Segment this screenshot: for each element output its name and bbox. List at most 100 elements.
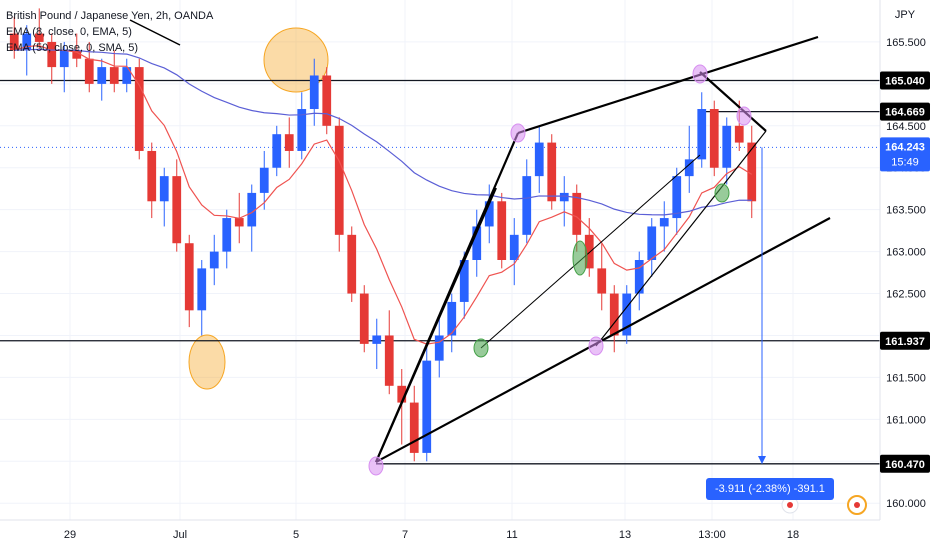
price-tick-label: 160.000	[886, 498, 926, 510]
countdown-label: 15:49	[891, 156, 919, 168]
candle-body	[209, 251, 219, 269]
price-tick-label: 164.500	[886, 121, 926, 133]
candle-body	[97, 67, 107, 84]
measure-arrowhead	[758, 456, 766, 464]
candle-body	[272, 134, 282, 168]
green-pivot-marker	[714, 183, 730, 203]
candle-body	[47, 41, 57, 68]
candle-body	[59, 50, 69, 68]
candle-body	[359, 293, 369, 344]
pivot-markers	[368, 64, 752, 476]
price-label-165040: 165.040	[885, 76, 925, 88]
event-icon-dot	[787, 502, 793, 508]
candle-body	[334, 125, 344, 235]
trendline	[595, 130, 767, 347]
trendline	[129, 19, 181, 46]
trendline	[517, 35, 819, 135]
price-tick-label: 161.000	[886, 414, 926, 426]
candle-body	[259, 167, 269, 193]
green-pivot-marker	[473, 338, 489, 358]
time-tick-label: 13	[619, 529, 631, 541]
candle-body	[222, 218, 232, 252]
candle-body	[647, 226, 657, 260]
candle-body	[309, 75, 319, 110]
ema-lines	[14, 44, 753, 345]
candle-series	[9, 8, 757, 462]
candle-body	[172, 176, 182, 244]
candle-body	[534, 142, 544, 177]
candle-body	[684, 159, 694, 177]
candle-body	[434, 335, 444, 361]
candle-body	[184, 243, 194, 311]
candle-body	[147, 150, 157, 202]
purple-pivot-marker	[736, 106, 752, 126]
candle-body	[247, 192, 257, 227]
event-icon-dot	[854, 502, 860, 508]
candle-body	[322, 75, 332, 126]
candle-body	[584, 234, 594, 269]
candle-body	[284, 134, 294, 151]
legend-ema8: EMA (8, close, 0, EMA, 5)	[6, 26, 132, 38]
trendline	[480, 154, 701, 349]
legend-ema50: EMA (50, close, 0, SMA, 5)	[6, 42, 139, 54]
candle-body	[484, 201, 494, 227]
current-price-box	[880, 137, 930, 172]
candle-body	[497, 201, 507, 260]
time-tick-label: 5	[293, 529, 299, 541]
candle-body	[509, 234, 519, 260]
measure-label: -3.911 (-2.38%) -391.1	[706, 478, 834, 500]
candle-body	[472, 226, 482, 260]
chart-legend: British Pound / Japanese Yen, 2h, OANDA …	[6, 8, 213, 56]
current-price-label: 164.243	[885, 141, 925, 153]
candle-body	[659, 218, 669, 227]
green-pivot-marker	[572, 240, 588, 276]
candle-body	[709, 109, 719, 168]
price-label-161937: 161.937	[885, 336, 925, 348]
purple-pivot-marker	[588, 336, 604, 356]
candle-body	[397, 385, 407, 403]
candle-body	[34, 33, 44, 42]
trendline	[375, 217, 831, 463]
candle-body	[72, 50, 82, 59]
time-tick-label: Jul	[173, 529, 187, 541]
candle-body	[747, 142, 757, 202]
candle-body	[109, 67, 119, 84]
candle-body	[572, 192, 582, 235]
candle-body	[22, 33, 32, 51]
purple-pivot-marker	[692, 64, 708, 84]
price-label-164669-bg	[880, 102, 930, 121]
time-tick-label: 13:00	[698, 529, 726, 541]
candle-body	[697, 109, 707, 160]
candle-body	[347, 234, 357, 294]
purple-pivot-marker	[510, 123, 526, 143]
time-tick-label: 18	[787, 529, 799, 541]
time-tick-label: 7	[402, 529, 408, 541]
price-label-160470: 160.470	[885, 459, 925, 471]
price-tick-label: 163.500	[886, 205, 926, 217]
price-tick-label: 162.500	[886, 289, 926, 301]
price-axis-currency: JPY	[895, 9, 916, 21]
candle-body	[9, 33, 19, 51]
orange-highlight	[188, 334, 226, 390]
trendline	[699, 71, 767, 132]
price-tick-label: 161.500	[886, 372, 926, 384]
candle-body	[159, 176, 169, 202]
candle-body	[672, 176, 682, 219]
candle-body	[722, 125, 732, 168]
trendline-drawings	[129, 19, 831, 464]
price-label-160470-bg	[880, 454, 930, 473]
candle-body	[122, 67, 132, 84]
candle-body	[372, 335, 382, 344]
price-label-165040-bg	[880, 71, 930, 90]
legend-symbol: British Pound / Japanese Yen, 2h, OANDA	[6, 10, 214, 22]
candle-body	[622, 293, 632, 336]
price-tick-label: 165.500	[886, 37, 926, 49]
ema8-line	[14, 44, 753, 345]
candle-body	[547, 142, 557, 202]
purple-pivot-marker	[368, 456, 384, 476]
candle-body	[609, 293, 619, 336]
candle-body	[197, 268, 207, 311]
chart-overlays	[0, 27, 880, 465]
